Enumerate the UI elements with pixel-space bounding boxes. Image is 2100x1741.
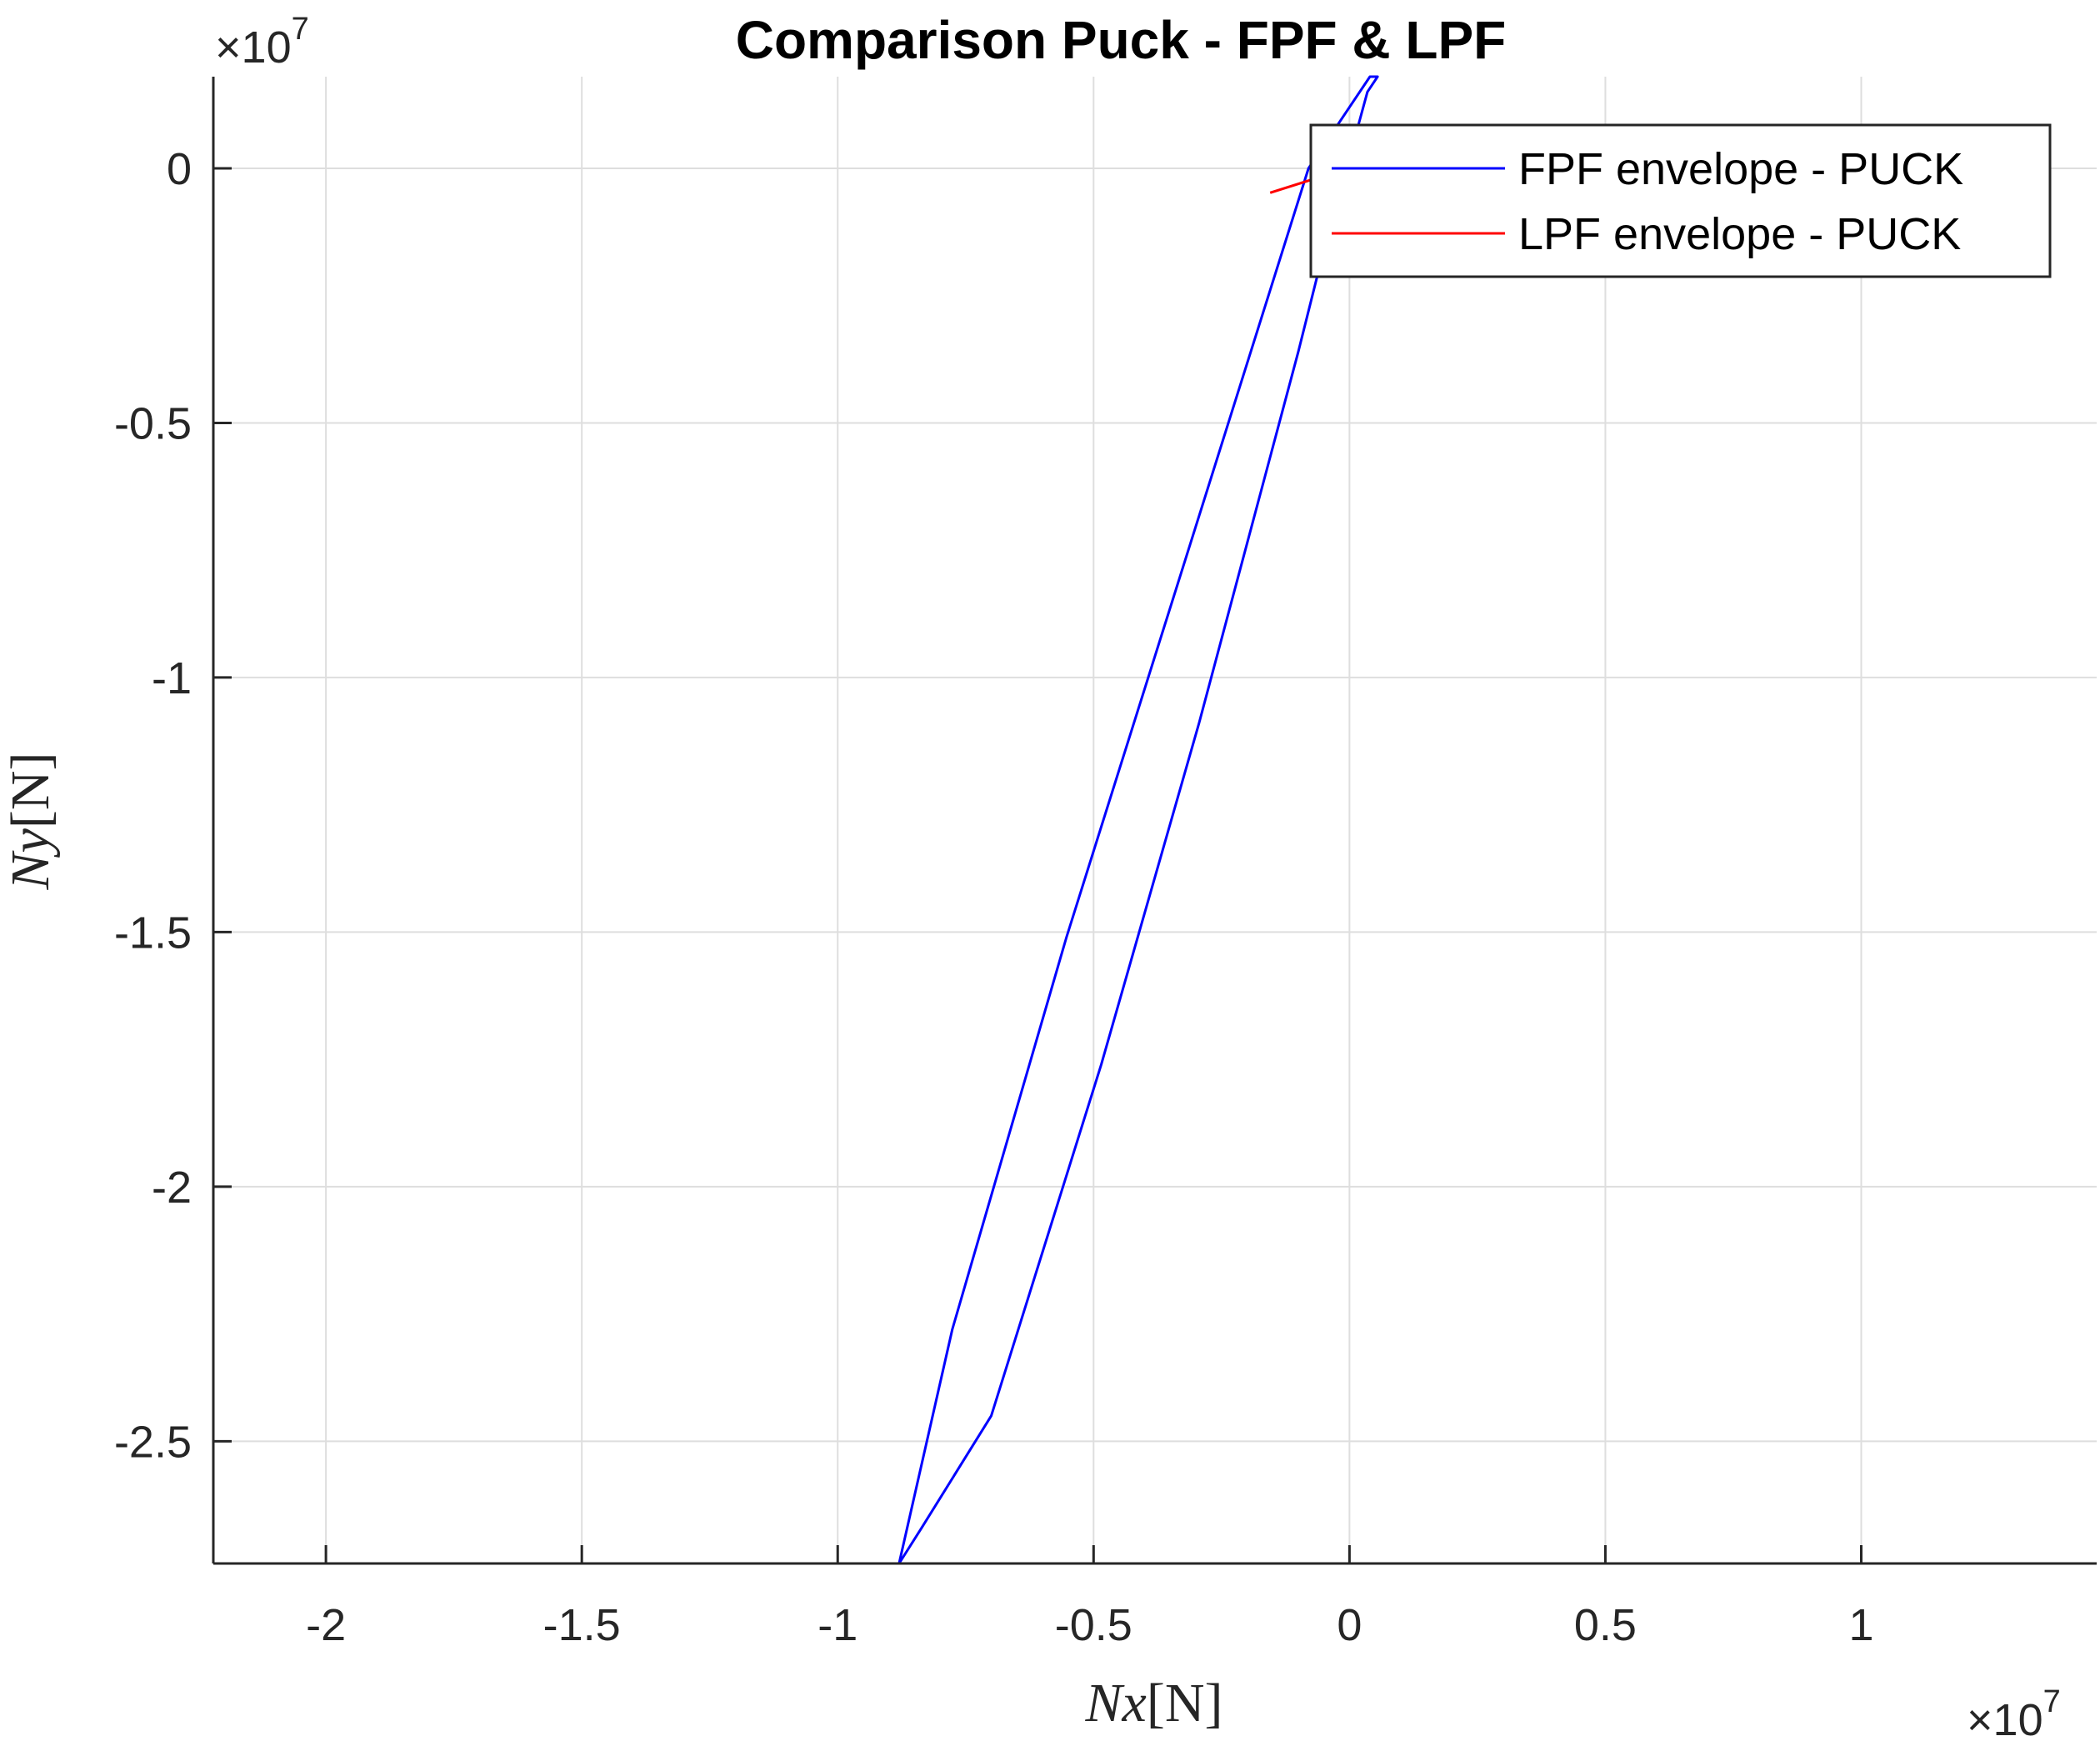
legend-label-lpf: LPF envelope - PUCK <box>1518 209 1961 259</box>
x-tick-label: -1 <box>818 1600 858 1650</box>
y-tick-label: -0.5 <box>114 398 192 448</box>
x-tick-label: 1 <box>1848 1600 1873 1650</box>
x-ticks: -2 -1.5 -1 -0.5 0 0.5 1 <box>306 1545 1874 1650</box>
x-tick-label: -0.5 <box>1055 1600 1132 1650</box>
y-tick-label: -2 <box>152 1163 192 1213</box>
x-tick-label: 0.5 <box>1574 1600 1637 1650</box>
chart-title: Comparison Puck - FPF & LPF <box>736 10 1507 70</box>
x-tick-label: -1.5 <box>543 1600 621 1650</box>
x-axis-exponent: ×107 <box>1967 1684 2061 1741</box>
legend: FPF envelope - PUCK LPF envelope - PUCK <box>1309 123 2052 278</box>
y-axis-label: Ny[N] <box>0 753 61 891</box>
x-tick-label: -2 <box>306 1600 346 1650</box>
y-axis-exponent: ×107 <box>215 12 309 73</box>
grid <box>213 77 2097 1563</box>
y-tick-label: -2.5 <box>114 1417 192 1467</box>
x-axis-label: Nx[N] <box>1085 1673 1223 1733</box>
y-tick-label: 0 <box>167 144 192 194</box>
y-tick-label: -1 <box>152 653 192 703</box>
axes <box>212 77 2097 1565</box>
y-tick-label: -1.5 <box>114 908 192 958</box>
y-ticks: 0 -0.5 -1 -1.5 -2 -2.5 <box>114 144 232 1467</box>
x-tick-label: 0 <box>1337 1600 1362 1650</box>
legend-label-fpf: FPF envelope - PUCK <box>1518 144 1963 194</box>
legend-box <box>1309 123 2052 278</box>
